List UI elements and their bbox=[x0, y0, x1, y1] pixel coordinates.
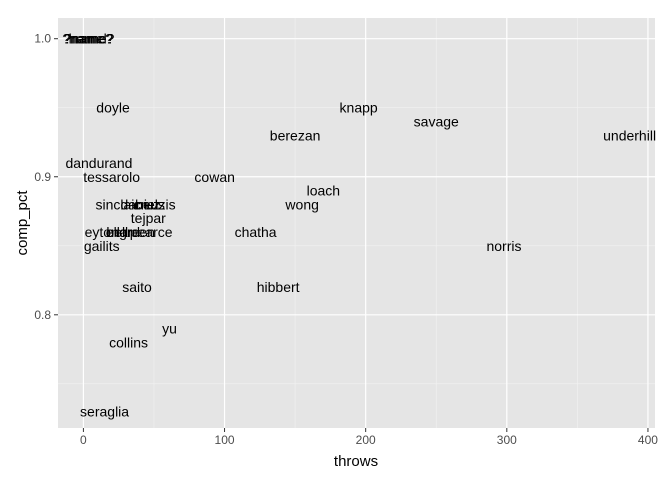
x-tick-label: 100 bbox=[215, 433, 235, 447]
point-label: gailits bbox=[84, 238, 120, 254]
point-label: seraglia bbox=[80, 403, 129, 419]
point-label: pearce bbox=[130, 224, 173, 240]
point-label: underhill bbox=[603, 127, 656, 143]
point-label: berezan bbox=[270, 127, 321, 143]
point-labels: ?name??name?hamel?name?doyle knappsavageb… bbox=[62, 31, 656, 420]
x-tick-label: 300 bbox=[497, 433, 517, 447]
point-label: beuzis bbox=[135, 196, 175, 212]
point-label: norris bbox=[486, 238, 521, 254]
x-tick-label: 400 bbox=[638, 433, 658, 447]
plot-panel bbox=[58, 18, 655, 428]
point-label: doyle bbox=[96, 100, 130, 116]
point-label: daniels bbox=[120, 196, 164, 212]
point-label: bell bbox=[106, 224, 128, 240]
point-label: eyton bbox=[85, 224, 119, 240]
x-axis-title: throws bbox=[334, 453, 378, 470]
point-label: hibbert bbox=[257, 279, 300, 295]
point-label: cruz bbox=[134, 196, 160, 212]
point-label: knapp bbox=[340, 100, 378, 116]
point-label: yu bbox=[162, 321, 177, 337]
x-tick-label: 0 bbox=[80, 433, 87, 447]
x-axis-ticks: 0 100 200 300 400 bbox=[80, 428, 658, 447]
point-label: saito bbox=[122, 279, 152, 295]
point-label: tejpar bbox=[131, 210, 166, 226]
point-label: chatha bbox=[235, 224, 277, 240]
y-axis-ticks: 0.8 0.9 1.0 bbox=[34, 32, 58, 322]
point-label: ellard bbox=[106, 224, 140, 240]
point-label: ?name? bbox=[64, 31, 115, 47]
point-label: collins bbox=[109, 334, 148, 350]
point-label: ?name? bbox=[62, 31, 113, 47]
grid-major bbox=[58, 18, 655, 428]
point-label: cowan bbox=[194, 169, 234, 185]
y-tick-label: 0.8 bbox=[34, 308, 51, 322]
point-label: loach bbox=[307, 183, 340, 199]
point-label: savage bbox=[414, 114, 459, 130]
point-label: dandurand bbox=[65, 155, 132, 171]
y-axis-title: comp_pct bbox=[14, 190, 31, 256]
point-label: tessarolo bbox=[83, 169, 140, 185]
point-label: wong bbox=[284, 196, 318, 212]
point-label: hamel bbox=[69, 31, 107, 47]
point-label: green bbox=[119, 224, 155, 240]
point-label: sinclair bbox=[95, 196, 139, 212]
x-tick-label: 200 bbox=[356, 433, 376, 447]
grid-minor bbox=[58, 18, 655, 428]
point-label: ?name? bbox=[64, 31, 115, 47]
y-tick-label: 1.0 bbox=[34, 32, 51, 46]
y-tick-label: 0.9 bbox=[34, 170, 51, 184]
